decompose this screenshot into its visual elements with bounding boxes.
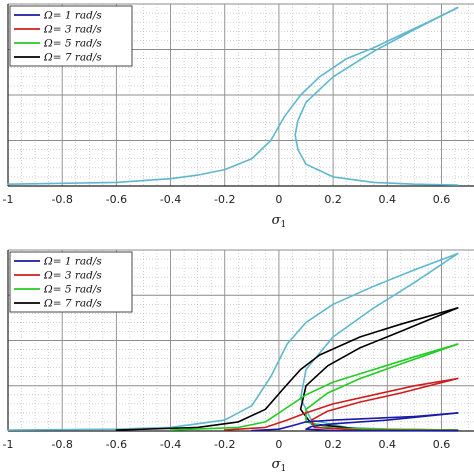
x-axis-label: σ1 xyxy=(272,457,287,474)
series-group xyxy=(7,252,459,432)
chart-panel-2: -1 -0.8 -0.6 -0.4 -0.2 0 0.2 0.4 0.6 σ1 Ω= 1 rad/s… xyxy=(3,249,474,474)
x-tick-label: -1 xyxy=(3,193,14,206)
x-tick-label: -0.6 xyxy=(106,438,127,451)
x-tick-label: -0.4 xyxy=(160,438,181,451)
series-line-1 xyxy=(7,252,459,431)
x-tick-label: -0.6 xyxy=(106,193,127,206)
legend-box xyxy=(9,251,133,313)
x-tick-label: 0.6 xyxy=(433,193,451,206)
x-tick-label: 0.6 xyxy=(433,438,451,451)
x-tick-label: -0.2 xyxy=(214,438,235,451)
x-tick-label: 0.4 xyxy=(379,193,397,206)
series-line-5 xyxy=(169,343,459,431)
x-tick-label: 0.2 xyxy=(324,438,342,451)
x-tick-label: 0.2 xyxy=(324,193,342,206)
legend-entry: Ω= 3 rad/s xyxy=(43,24,102,36)
legend-entry: Ω= 5 rad/s xyxy=(43,38,102,50)
series-line-8 xyxy=(310,377,459,432)
legend-entry: Ω= 5 rad/s xyxy=(43,284,102,296)
series-line-4 xyxy=(299,307,459,431)
x-tick-label: -0.8 xyxy=(51,438,72,451)
legend: Ω= 1 rad/s Ω= 3 rad/s Ω= 5 rad/s Ω= 7 rad/s xyxy=(9,251,133,313)
legend-entry: Ω= 7 rad/s xyxy=(43,52,102,64)
x-axis-label: σ1 xyxy=(272,213,287,230)
x-tick-label: 0.4 xyxy=(379,438,397,451)
series-line-1 xyxy=(7,6,459,185)
series-group xyxy=(7,6,459,186)
series-line-7 xyxy=(223,377,459,431)
chart-panel-1: -1 -0.8 -0.6 -0.4 -0.2 0 0.2 0.4 0.6 σ1 Ω= 1 rad/s… xyxy=(3,3,474,230)
series-line-3 xyxy=(115,307,459,431)
legend-box xyxy=(9,5,133,67)
x-tick-label: -1 xyxy=(3,438,14,451)
x-tick-label: 0 xyxy=(275,438,282,451)
legend-entry: Ω= 3 rad/s xyxy=(43,270,102,282)
legend-entry: Ω= 1 rad/s xyxy=(43,10,102,22)
x-tick-label: -0.2 xyxy=(214,193,235,206)
x-tick-label: -0.4 xyxy=(160,193,181,206)
legend: Ω= 1 rad/s Ω= 3 rad/s Ω= 5 rad/s Ω= 7 rad/s xyxy=(9,5,133,67)
series-line-6 xyxy=(305,343,459,431)
legend-entry: Ω= 7 rad/s xyxy=(43,298,102,310)
series-line-10 xyxy=(305,412,459,432)
legend-entry: Ω= 1 rad/s xyxy=(43,256,102,268)
x-tick-label: 0 xyxy=(275,193,282,206)
series-line-9 xyxy=(251,412,459,432)
x-tick-label: -0.8 xyxy=(51,193,72,206)
series-line-2 xyxy=(294,6,459,186)
